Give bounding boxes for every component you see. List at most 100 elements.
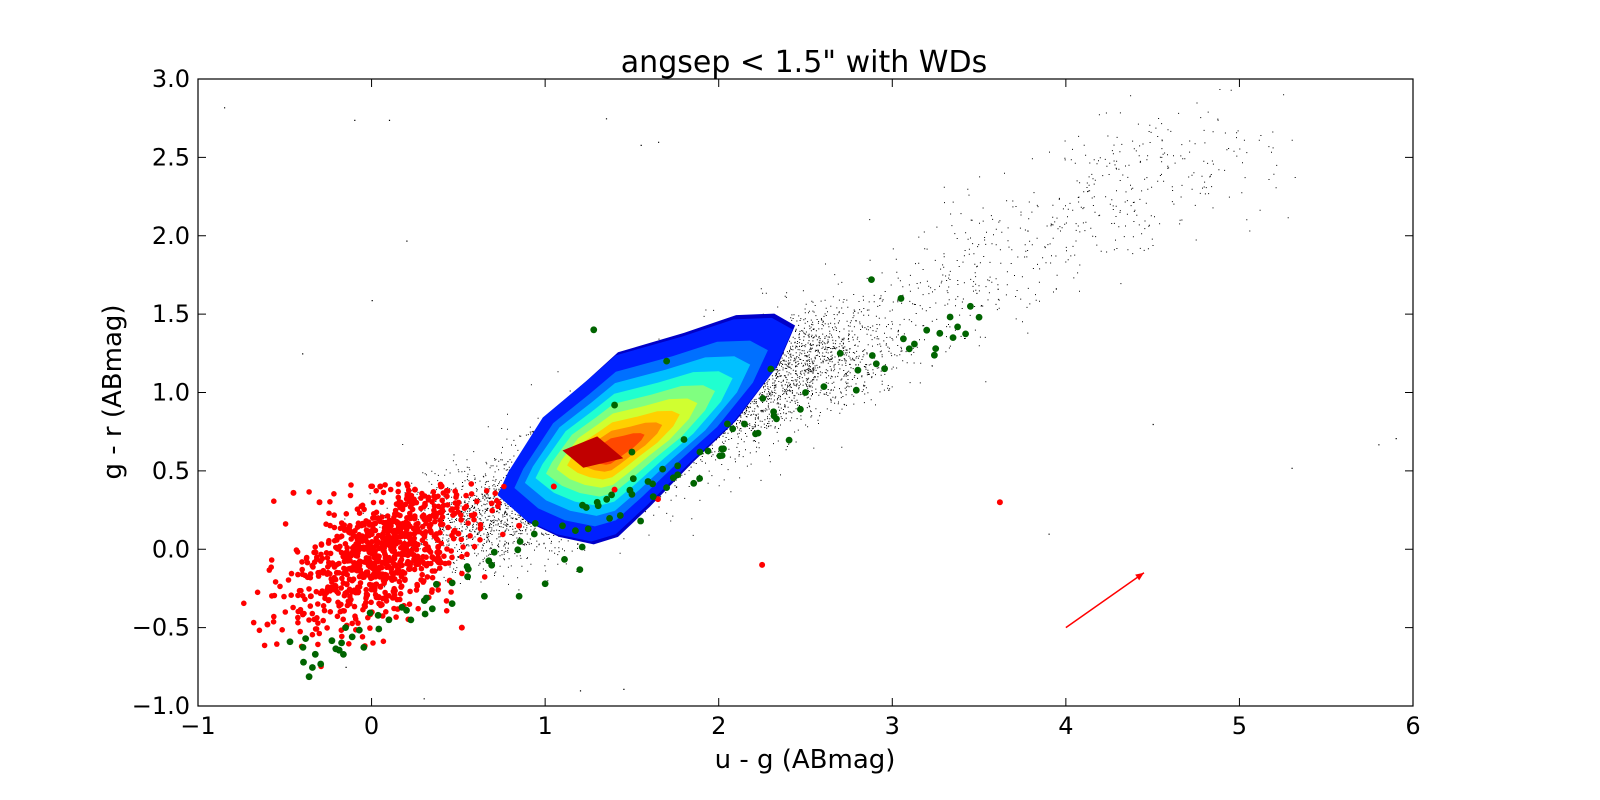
red-point (380, 489, 387, 496)
green-point (311, 650, 319, 658)
red-point (406, 566, 413, 572)
green-point (629, 475, 637, 483)
green-point (464, 573, 471, 581)
red-point (302, 572, 308, 579)
green-point (448, 600, 456, 607)
arrow-line (1065, 572, 1145, 629)
red-point (366, 556, 372, 562)
red-point (343, 511, 350, 517)
red-point (349, 620, 356, 627)
green-point (696, 448, 704, 456)
red-point (377, 584, 384, 590)
red-point (364, 592, 371, 598)
green-point (680, 436, 688, 443)
red-point (325, 597, 332, 604)
red-point (307, 603, 314, 609)
red-point (334, 613, 341, 620)
red-point (446, 560, 452, 566)
red-point (356, 565, 362, 572)
red-point (304, 559, 311, 566)
green-point (923, 326, 931, 334)
red-point (372, 585, 378, 591)
red-point (352, 616, 359, 622)
red-point (440, 490, 447, 496)
green-point (421, 610, 429, 618)
green-point (767, 365, 775, 373)
red-point (293, 547, 300, 553)
red-point (437, 565, 443, 571)
red-point (474, 498, 480, 505)
green-point (754, 429, 762, 437)
green-point (718, 452, 726, 459)
red-point (378, 499, 385, 505)
red-point (241, 600, 247, 607)
green-point (649, 493, 657, 501)
red-point (443, 598, 450, 604)
red-point (338, 601, 344, 608)
red-point (314, 615, 320, 621)
green-point (690, 479, 698, 487)
red-point (389, 595, 396, 601)
green-point (582, 504, 590, 511)
red-point (367, 625, 373, 631)
red-point (341, 592, 348, 599)
green-point (770, 412, 778, 420)
red-point (399, 506, 406, 513)
red-point (438, 540, 445, 547)
green-point (868, 276, 875, 284)
red-point (415, 605, 422, 612)
red-point (351, 603, 358, 610)
red-point (378, 564, 385, 571)
red-point (320, 603, 327, 609)
red-point (421, 516, 428, 523)
red-point (424, 574, 431, 580)
x-tick-label: 0 (364, 712, 379, 740)
red-point (433, 510, 440, 517)
red-point (435, 493, 441, 500)
red-point (370, 499, 377, 506)
red-point (471, 543, 478, 550)
red-point (399, 550, 405, 557)
red-series (241, 481, 1003, 670)
x-tick-label: 6 (1405, 712, 1420, 740)
red-point (354, 589, 361, 595)
plot-area (224, 89, 1397, 700)
red-point (373, 488, 380, 494)
red-point (381, 528, 388, 534)
green-point (590, 326, 598, 334)
red-point (418, 565, 425, 572)
red-point (411, 535, 418, 542)
red-point (438, 483, 444, 490)
axis-ticks: −1 0 1 2 3 4 5 6 −1.0 −0.5 0.0 0.5 1.0 1.5 2.0 2.5 3.0 (132, 65, 1421, 740)
red-point (354, 553, 361, 559)
red-point (459, 553, 465, 560)
green-point (490, 548, 498, 556)
red-point (386, 554, 393, 561)
red-point (307, 571, 314, 577)
red-point (440, 502, 447, 509)
red-point (345, 598, 352, 604)
y-tick-label: −1.0 (132, 692, 190, 720)
green-point (954, 323, 961, 331)
red-point (331, 512, 338, 518)
red-point (312, 549, 319, 556)
red-point (319, 588, 326, 594)
green-point (911, 340, 918, 348)
red-point (368, 575, 374, 582)
red-point (342, 541, 349, 547)
red-point (316, 499, 323, 506)
y-tick-label: 0.5 (152, 457, 190, 485)
green-point (584, 525, 592, 533)
green-point (663, 484, 670, 491)
red-point (324, 625, 330, 631)
red-point (431, 533, 438, 539)
red-point (295, 571, 301, 578)
green-point (616, 512, 624, 519)
green-point (305, 673, 313, 681)
red-point (398, 533, 404, 540)
red-point (312, 626, 319, 632)
red-point (383, 558, 389, 564)
red-point (458, 536, 465, 543)
green-point (360, 644, 368, 651)
